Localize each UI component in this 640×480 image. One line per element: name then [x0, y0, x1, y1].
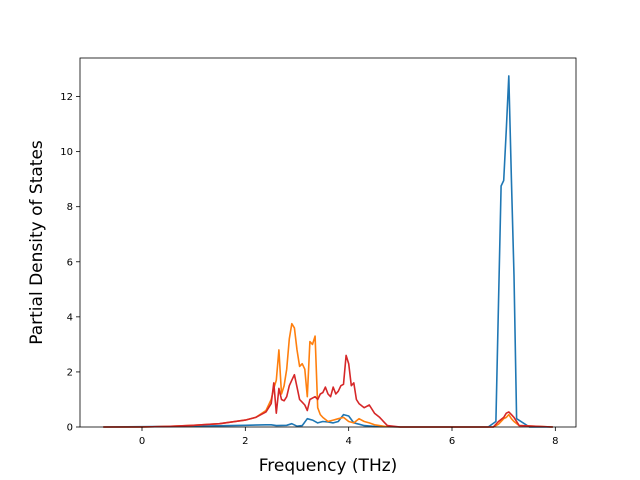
y-tick-label: 4 [67, 312, 73, 323]
y-axis-label: Partial Density of States [27, 140, 47, 345]
x-tick-label: 0 [139, 436, 145, 447]
y-tick-label: 6 [67, 257, 73, 268]
x-tick-label: 8 [552, 436, 558, 447]
series-line-3 [103, 354, 553, 428]
series-line-2 [103, 322, 553, 428]
x-tick-label: 6 [449, 436, 455, 447]
y-tick-label: 10 [60, 147, 73, 158]
y-tick-label: 8 [67, 202, 73, 213]
y-tick-label: 12 [60, 92, 73, 103]
plot-lines [103, 75, 553, 428]
x-ticks: 0 2 4 6 8 [139, 427, 559, 447]
x-axis-label: Frequency (THz) [259, 456, 398, 476]
x-tick-label: 4 [345, 436, 351, 447]
y-ticks: 0 2 4 6 8 10 12 [60, 92, 80, 434]
x-tick-label: 2 [242, 436, 248, 447]
y-tick-label: 2 [67, 367, 73, 378]
y-tick-label: 0 [67, 423, 73, 434]
plot-frame [79, 57, 577, 428]
series-line-1 [103, 75, 553, 428]
